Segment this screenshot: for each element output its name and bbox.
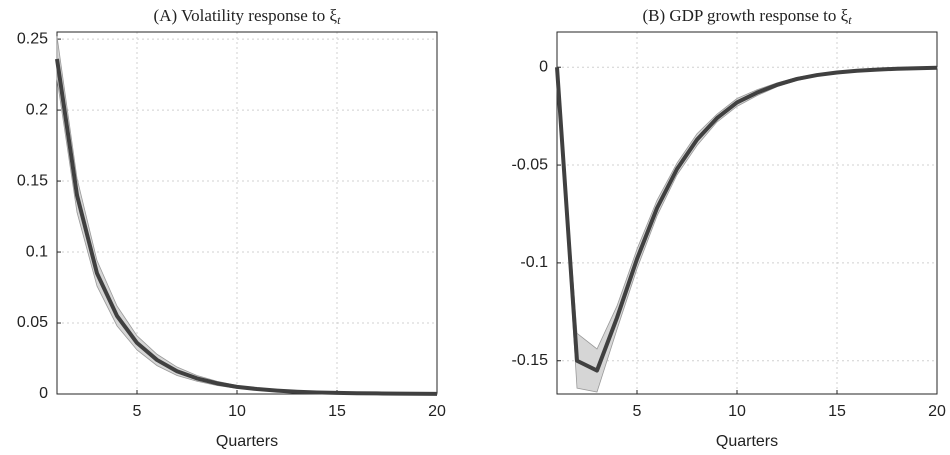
panel: 5 10 15 20 -0.15 -0.1 -0.05 0 (B) GDP growth res… xyxy=(512,6,946,450)
y-tick-label: -0.15 xyxy=(512,352,549,369)
y-tick-label: -0.05 xyxy=(512,156,549,173)
y-tick-label: 0.1 xyxy=(26,243,48,260)
confidence-band xyxy=(556,67,938,393)
x-tick-label: 10 xyxy=(228,403,246,420)
response-line xyxy=(55,58,438,396)
plot-frame xyxy=(556,31,938,395)
x-axis-label: Quarters xyxy=(216,433,278,450)
x-tick-label: 15 xyxy=(828,403,846,420)
y-tick-label: 0.25 xyxy=(17,30,48,47)
y-tick-label: -0.1 xyxy=(520,254,548,271)
confidence-band xyxy=(56,36,438,395)
x-tick-label: 5 xyxy=(133,403,142,420)
title-text: (B) GDP growth response to ξ xyxy=(642,6,848,25)
x-tick-label: 20 xyxy=(428,403,446,420)
x-tick-label: 15 xyxy=(328,403,346,420)
y-tick-label: 0 xyxy=(39,385,48,402)
x-tick-label: 10 xyxy=(728,403,746,420)
title-subscript: t xyxy=(848,13,852,27)
chart-title: (B) GDP growth response to ξt xyxy=(642,6,852,27)
plot-frame xyxy=(56,31,438,395)
x-axis-label: Quarters xyxy=(716,433,778,450)
y-tick-label: 0.05 xyxy=(17,314,48,331)
response-line xyxy=(555,65,938,373)
y-tick-label: 0.15 xyxy=(17,172,48,189)
x-tick-label: 5 xyxy=(633,403,642,420)
title-subscript: t xyxy=(337,13,341,27)
chart-title: (A) Volatility response to ξt xyxy=(154,6,342,27)
x-tick-label: 20 xyxy=(928,403,946,420)
y-tick-label: 0.2 xyxy=(26,101,48,118)
y-tick-label: 0 xyxy=(539,58,548,75)
title-text: (A) Volatility response to ξ xyxy=(154,6,338,25)
